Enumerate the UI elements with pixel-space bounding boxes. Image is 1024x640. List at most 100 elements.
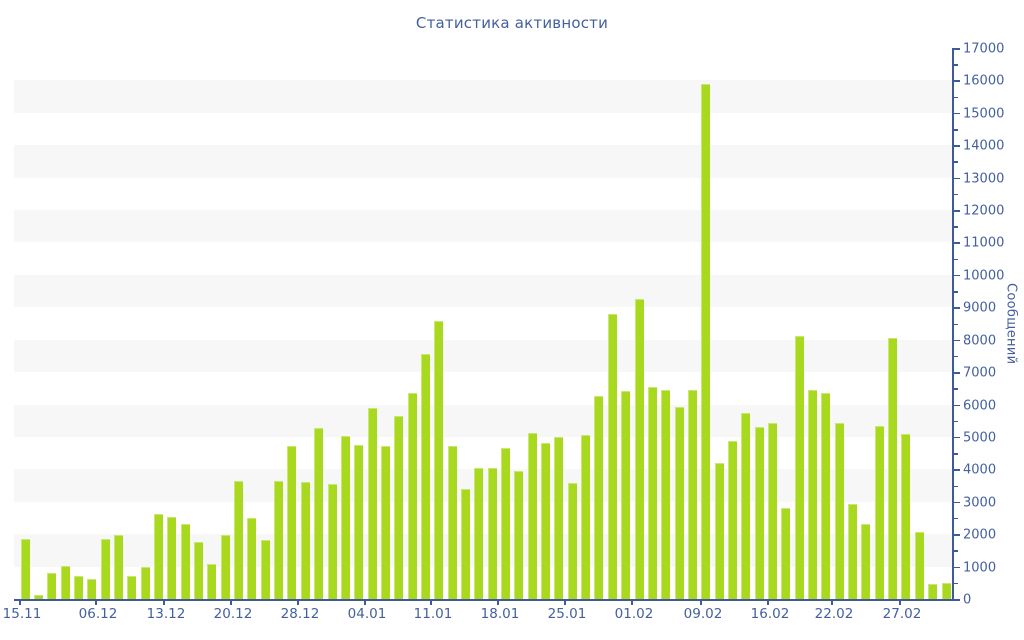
y-tick-label: 6000 xyxy=(963,398,997,414)
bar[interactable] xyxy=(367,408,377,599)
y-major-tick xyxy=(954,501,960,504)
bar[interactable] xyxy=(581,434,591,599)
bar[interactable] xyxy=(340,435,350,599)
x-tick-label: 09.02 xyxy=(683,606,723,622)
bar[interactable] xyxy=(153,514,163,599)
bar[interactable] xyxy=(47,573,57,599)
bar[interactable] xyxy=(661,389,671,599)
bar[interactable] xyxy=(941,582,951,599)
x-tick-label: 13.12 xyxy=(146,606,186,622)
bar[interactable] xyxy=(821,393,831,599)
bar[interactable] xyxy=(207,563,217,599)
bar[interactable] xyxy=(407,393,417,599)
y-axis-line xyxy=(952,48,954,601)
bar[interactable] xyxy=(33,595,43,599)
y-major-tick xyxy=(954,534,960,536)
bar[interactable] xyxy=(621,390,631,599)
bar[interactable] xyxy=(687,389,697,599)
x-tick xyxy=(163,601,165,605)
bar[interactable] xyxy=(314,428,324,599)
y-major-tick xyxy=(954,242,960,244)
bar[interactable] xyxy=(928,584,938,599)
bar[interactable] xyxy=(287,446,297,599)
y-major-tick xyxy=(954,112,960,115)
x-tick xyxy=(364,601,366,605)
bar[interactable] xyxy=(474,467,484,599)
bar[interactable] xyxy=(914,532,924,599)
bar[interactable] xyxy=(180,524,190,599)
bar[interactable] xyxy=(514,470,524,599)
y-tick-label: 16000 xyxy=(963,73,1005,89)
bar[interactable] xyxy=(127,575,137,599)
y-axis-label: Сообщений xyxy=(1003,282,1019,365)
bar[interactable] xyxy=(727,441,737,599)
bar[interactable] xyxy=(754,426,764,599)
x-tick-label: 22.02 xyxy=(814,606,854,622)
bar[interactable] xyxy=(808,389,818,599)
bar[interactable] xyxy=(140,566,150,599)
bar[interactable] xyxy=(874,425,884,599)
y-tick-label: 9000 xyxy=(963,300,997,316)
bar[interactable] xyxy=(888,338,898,599)
bar[interactable] xyxy=(594,396,604,599)
grid-band xyxy=(14,274,952,308)
bar[interactable] xyxy=(781,508,791,599)
bar[interactable] xyxy=(274,481,284,599)
y-minor-tick xyxy=(954,129,958,131)
y-minor-tick xyxy=(954,258,958,261)
bar[interactable] xyxy=(260,540,270,599)
y-tick-label: 12000 xyxy=(963,203,1005,219)
bar[interactable] xyxy=(327,484,337,599)
bar[interactable] xyxy=(194,541,204,599)
bar[interactable] xyxy=(834,422,844,599)
bar[interactable] xyxy=(87,578,97,599)
bar[interactable] xyxy=(767,422,777,599)
bar[interactable] xyxy=(527,432,537,599)
bar[interactable] xyxy=(234,480,244,599)
bar[interactable] xyxy=(674,407,684,599)
bar[interactable] xyxy=(300,481,310,599)
x-tick xyxy=(767,601,769,605)
y-tick-label: 0 xyxy=(963,592,972,608)
bar[interactable] xyxy=(794,336,804,599)
bar[interactable] xyxy=(167,516,177,599)
bar[interactable] xyxy=(607,313,617,599)
bar[interactable] xyxy=(554,437,564,599)
bar[interactable] xyxy=(434,320,444,599)
bar[interactable] xyxy=(60,565,70,599)
bar[interactable] xyxy=(420,353,430,599)
bar[interactable] xyxy=(460,489,470,599)
bar[interactable] xyxy=(634,299,644,599)
bar[interactable] xyxy=(220,534,230,599)
y-tick-label: 5000 xyxy=(963,430,997,446)
bar[interactable] xyxy=(501,447,511,599)
x-tick-label: 28.12 xyxy=(280,606,320,622)
y-major-tick xyxy=(954,339,960,342)
y-minor-tick xyxy=(954,485,958,488)
bar[interactable] xyxy=(247,518,257,599)
bar[interactable] xyxy=(541,442,551,599)
bar[interactable] xyxy=(380,446,390,599)
y-tick-label: 7000 xyxy=(963,365,997,381)
bar[interactable] xyxy=(647,386,657,599)
bar[interactable] xyxy=(567,483,577,599)
y-tick-label: 17000 xyxy=(963,41,1005,57)
bar[interactable] xyxy=(861,524,871,599)
bar[interactable] xyxy=(394,415,404,599)
bar[interactable] xyxy=(901,434,911,599)
bar[interactable] xyxy=(354,445,364,599)
bar[interactable] xyxy=(100,539,110,599)
y-major-tick xyxy=(954,404,960,407)
bar[interactable] xyxy=(113,534,123,599)
y-minor-tick xyxy=(954,420,958,423)
x-tick xyxy=(430,601,432,605)
chart-title: Статистика активности xyxy=(415,14,609,32)
bar[interactable] xyxy=(487,467,497,599)
bar[interactable] xyxy=(848,504,858,599)
bar[interactable] xyxy=(20,539,30,599)
bar[interactable] xyxy=(701,83,711,599)
bar[interactable] xyxy=(741,412,751,599)
bar[interactable] xyxy=(714,462,724,599)
bar[interactable] xyxy=(73,576,83,599)
bar[interactable] xyxy=(447,445,457,599)
